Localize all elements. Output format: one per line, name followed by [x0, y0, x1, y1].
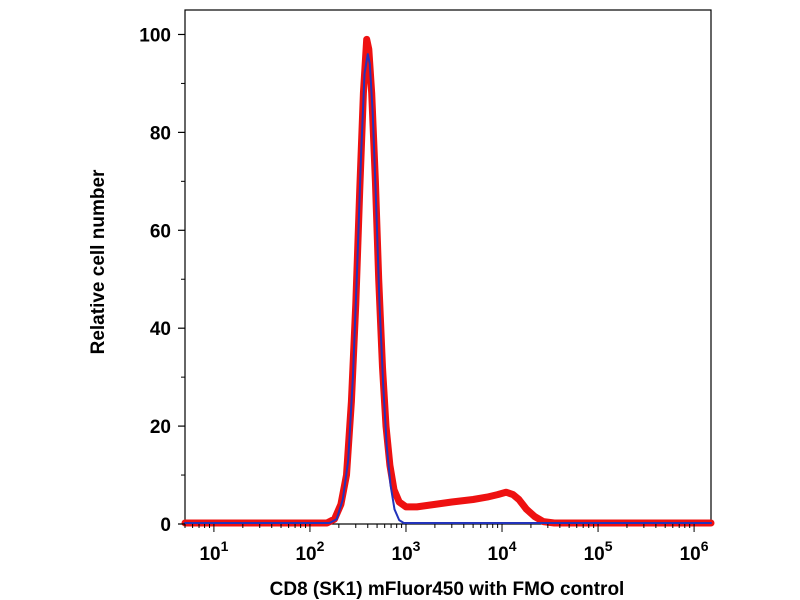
y-tick-label: 40 [150, 319, 171, 340]
x-tick-label: 104 [488, 538, 517, 565]
x-tick-label: 102 [295, 538, 324, 565]
y-tick-label: 80 [150, 123, 171, 144]
y-axis-title: Relative cell number [88, 169, 109, 354]
x-tick-label: 105 [584, 538, 613, 565]
plot-frame [184, 9, 712, 525]
y-tick-label: 60 [150, 221, 171, 242]
plot-area [181, 9, 715, 527]
x-axis-ticks: 101 102 103 104 105 106 [184, 524, 709, 565]
x-axis-title: CD8 (SK1) mFluor450 with FMO control [270, 579, 625, 600]
x-tick-label: 103 [392, 538, 421, 565]
y-tick-label: 0 [160, 515, 171, 536]
y-tick-label: 100 [139, 25, 171, 46]
x-tick-label: 101 [199, 538, 228, 565]
y-axis-ticks: 0 20 40 60 80 100 [139, 25, 185, 536]
series-blue-line [184, 53, 712, 524]
x-tick-label: 106 [680, 538, 709, 565]
series-red-line [181, 35, 715, 527]
y-tick-label: 20 [150, 417, 171, 438]
